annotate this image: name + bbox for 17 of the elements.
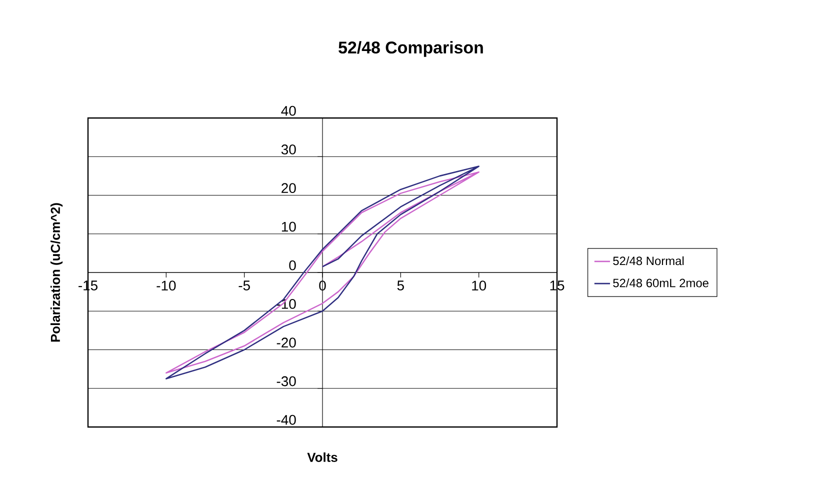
x-tick-label: 5 (397, 280, 404, 290)
x-tick-label: -5 (238, 280, 250, 290)
y-axis-title: Polarization (uC/cm^2) (50, 203, 63, 342)
legend-label: 52/48 60mL 2moe (613, 278, 708, 288)
y-tick-label: 20 (282, 183, 296, 194)
x-tick-label: -10 (156, 280, 176, 291)
y-tick-label: 10 (282, 222, 296, 232)
y-tick-label: -20 (276, 338, 296, 348)
x-axis-title: Volts (307, 452, 338, 462)
y-tick-label: 40 (281, 106, 296, 116)
y-tick-label: 0 (289, 260, 296, 270)
y-tick-label: 30 (281, 144, 296, 154)
chart-title: 52/48 Comparison (338, 41, 483, 57)
y-tick-label: -30 (276, 376, 296, 386)
x-tick-label: 10 (472, 280, 486, 291)
legend-label: 52/48 Normal (613, 256, 684, 266)
y-tick-label: -40 (276, 414, 296, 425)
